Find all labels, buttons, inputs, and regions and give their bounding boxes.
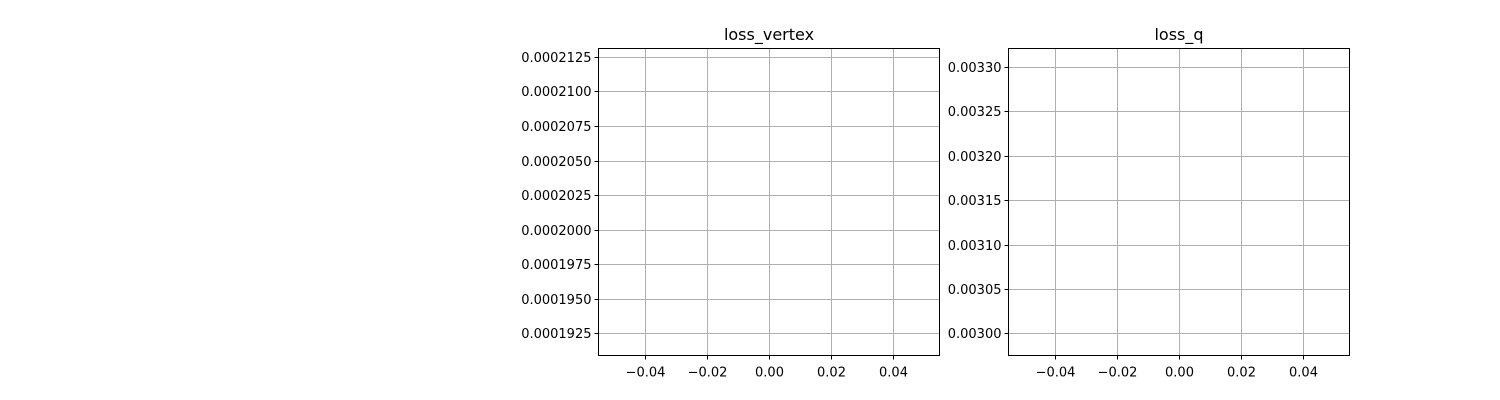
y-tick-label: 0.0002125 (521, 51, 591, 66)
y-tick-label: 0.00305 (948, 283, 1002, 298)
x-tick-label: 0.04 (879, 366, 908, 381)
x-gridlines (645, 48, 894, 356)
x-tick-label: 0.04 (1289, 366, 1318, 381)
chart-title: loss_vertex (724, 25, 814, 45)
x-tick-label: −0.04 (1036, 366, 1076, 381)
x-tick-label: 0.02 (817, 366, 846, 381)
y-tick-label: 0.00300 (948, 327, 1002, 342)
y-tick-label: 0.0002000 (521, 224, 591, 239)
y-tick-label: 0.00310 (948, 239, 1002, 254)
y-tick-label: 0.00325 (948, 105, 1002, 120)
x-gridlines (1055, 48, 1304, 356)
y-tick-label: 0.00330 (948, 61, 1002, 76)
y-tick-label: 0.00320 (948, 150, 1002, 165)
plot-loss-q: loss_q −0.04 −0.02 0.00 0.02 0.04 0.003000.0… (948, 25, 1350, 381)
y-tick-label: 0.0002050 (521, 155, 591, 170)
chart-title: loss_q (1154, 25, 1203, 45)
x-tick-label: −0.02 (1098, 366, 1138, 381)
x-tick-label: −0.04 (626, 366, 666, 381)
x-tick-label: 0.00 (1165, 366, 1194, 381)
x-axis: −0.04 −0.02 0.00 0.02 0.04 (1036, 355, 1318, 381)
y-tick-label: 0.0001975 (521, 258, 591, 273)
x-axis: −0.04 −0.02 0.00 0.02 0.04 (626, 355, 908, 381)
y-tick-label: 0.00315 (948, 194, 1002, 209)
y-tick-label: 0.0001925 (521, 327, 591, 342)
y-tick-label: 0.0002100 (521, 85, 591, 100)
x-tick-label: 0.00 (755, 366, 784, 381)
y-tick-label: 0.0002025 (521, 189, 591, 204)
x-tick-label: 0.02 (1227, 366, 1256, 381)
y-tick-label: 0.0002075 (521, 120, 591, 135)
plot-loss-vertex: loss_vertex −0.04 −0.02 0.00 0.02 0.04 0.000… (521, 25, 940, 381)
x-tick-label: −0.02 (688, 366, 728, 381)
y-axis: 0.0001925 0.0001950 0.0001975 0.0002000 0.00… (521, 51, 599, 342)
y-tick-label: 0.0001950 (521, 293, 591, 308)
y-axis: 0.00300 0.00305 0.00310 0.00315 0.00320 0.003… (948, 61, 1009, 342)
